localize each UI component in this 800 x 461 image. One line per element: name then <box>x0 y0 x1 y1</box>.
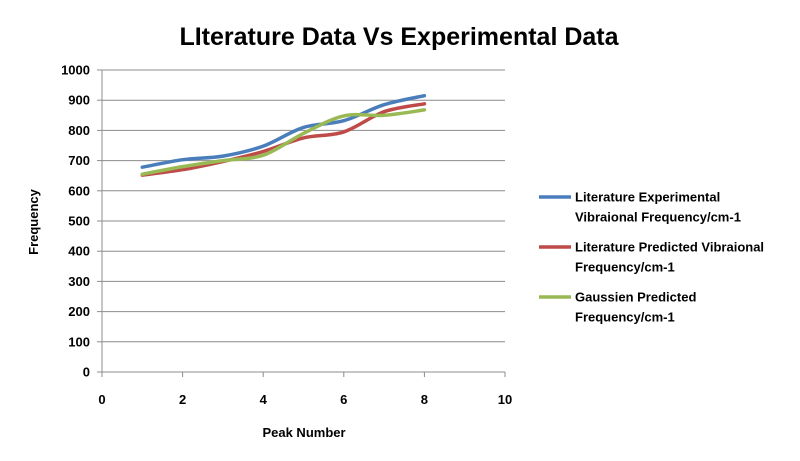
y-tick-label: 800 <box>68 123 90 138</box>
y-tick-label: 1000 <box>61 63 90 78</box>
y-tick-label: 400 <box>68 244 90 259</box>
x-tick-label: 0 <box>98 392 105 407</box>
legend-label: Frequency/cm-1 <box>575 310 675 325</box>
y-axis-title: Frequency <box>26 188 41 255</box>
y-tick-labels: 0 100 200 300 400 500 600 700 800 900 1000 <box>61 63 90 380</box>
y-tick-label: 900 <box>68 93 90 108</box>
axes <box>97 69 506 377</box>
legend-label: Gaussien Predicted <box>575 290 696 305</box>
y-tick-label: 200 <box>68 304 90 319</box>
y-tick-label: 700 <box>68 153 90 168</box>
x-axis-title: Peak Number <box>262 425 345 440</box>
x-tick-label: 10 <box>498 392 512 407</box>
x-tick-label: 8 <box>421 392 428 407</box>
y-tick-label: 500 <box>68 214 90 229</box>
legend: Literature Experimental Vibraional Freque… <box>539 190 764 325</box>
x-tick-label: 6 <box>340 392 347 407</box>
x-tick-label: 2 <box>179 392 186 407</box>
y-tick-label: 100 <box>68 334 90 349</box>
series-line-3 <box>140 108 427 176</box>
y-tick-label: 600 <box>68 183 90 198</box>
y-tick-label: 0 <box>83 365 90 380</box>
series-line-1 <box>140 93 427 169</box>
series-lines <box>140 93 427 177</box>
chart-title: LIterature Data Vs Experimental Data <box>179 23 619 51</box>
x-tick-label: 4 <box>260 392 268 407</box>
y-tick-label: 300 <box>68 274 90 289</box>
legend-label: Literature Experimental <box>575 190 720 205</box>
legend-label: Frequency/cm-1 <box>575 260 675 275</box>
legend-label: Vibraional Frequency/cm-1 <box>575 210 741 225</box>
gridlines <box>102 69 505 343</box>
x-tick-labels: 0 2 4 6 8 10 <box>98 392 512 407</box>
legend-label: Literature Predicted Vibraional <box>575 240 764 255</box>
